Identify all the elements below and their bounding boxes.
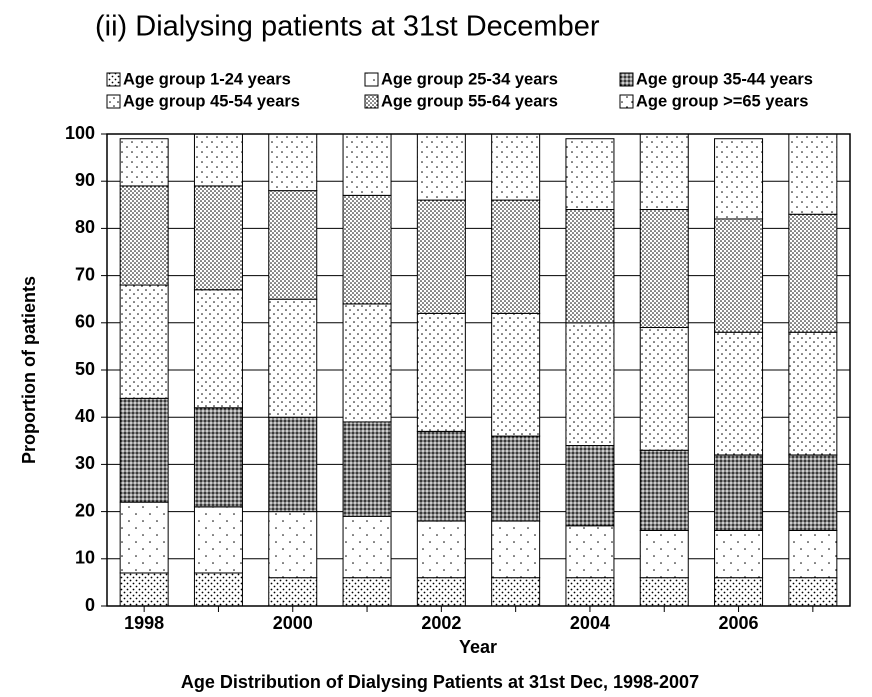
y-tick-label: 50: [75, 359, 95, 379]
x-tick-label: 2002: [421, 613, 461, 633]
bar-segment: [193, 185, 243, 291]
x-tick-label: 2006: [719, 613, 759, 633]
bar-segment: [788, 133, 838, 215]
bar-segment: [788, 454, 838, 531]
bar-segment: [193, 133, 243, 187]
plot-frame: [106, 133, 851, 607]
legend-swatch: [106, 72, 121, 87]
bar-segment: [491, 520, 541, 579]
bar-segment: [639, 133, 689, 211]
bar-segment: [193, 572, 243, 607]
bar-segment: [639, 577, 689, 607]
y-tick-label: 90: [75, 170, 95, 190]
x-tick-label: 1998: [124, 613, 164, 633]
bar-segment: [491, 199, 541, 314]
bar-segment: [788, 331, 838, 456]
bar-segment: [342, 515, 392, 579]
y-tick-label: 60: [75, 312, 95, 332]
bar-segment: [416, 430, 466, 522]
legend-swatch: [106, 94, 121, 109]
bar-segment: [714, 529, 764, 579]
bar-segment: [268, 190, 318, 300]
y-tick-label: 70: [75, 264, 95, 284]
bar-segment: [342, 421, 392, 517]
bar-segment: [416, 520, 466, 579]
bar-segment: [119, 138, 169, 187]
bar-segment: [193, 506, 243, 574]
bar-segment: [788, 577, 838, 607]
x-tick-label: 2004: [570, 613, 610, 633]
y-axis-label: Proportion of patients: [19, 276, 39, 464]
bar-segment: [565, 577, 615, 607]
bar-segment: [714, 331, 764, 456]
legend-label: Age group 25-34 years: [381, 70, 558, 88]
bar-segment: [119, 397, 169, 503]
x-axis-label: Year: [459, 637, 497, 657]
bar-segment: [119, 572, 169, 607]
legend-label: Age group >=65 years: [636, 92, 808, 110]
bar-segment: [416, 312, 466, 432]
legend-swatch: [364, 72, 379, 87]
y-tick-label: 100: [65, 123, 95, 143]
bar-segment: [416, 199, 466, 314]
y-tick-label: 30: [75, 453, 95, 473]
bar-segment: [119, 284, 169, 399]
bar-segment: [342, 303, 392, 423]
bar-segment: [788, 213, 838, 333]
bar-segment: [119, 185, 169, 286]
bar-segment: [565, 138, 615, 211]
bar-segment: [639, 209, 689, 329]
y-tick-label: 20: [75, 500, 95, 520]
bar-segment: [268, 577, 318, 607]
y-tick-label: 40: [75, 406, 95, 426]
bar-segment: [565, 525, 615, 579]
legend-label: Age group 35-44 years: [636, 70, 813, 88]
caption: Age Distribution of Dialysing Patients a…: [181, 672, 699, 692]
bar-segment: [491, 312, 541, 437]
legend-swatch: [619, 94, 634, 109]
legend-label: Age group 45-54 years: [123, 92, 300, 110]
bar-segment: [193, 289, 243, 409]
bar-segment: [268, 511, 318, 579]
legend-label: Age group 1-24 years: [123, 70, 291, 88]
bar-segment: [565, 209, 615, 324]
bar-segment: [714, 577, 764, 607]
y-tick-label: 10: [75, 548, 95, 568]
bar-segment: [268, 298, 318, 418]
legend-label: Age group 55-64 years: [381, 92, 558, 110]
bar-segment: [714, 218, 764, 333]
legend-swatch: [619, 72, 634, 87]
bar-segment: [491, 133, 541, 201]
bar-segment: [639, 529, 689, 579]
bar-segment: [119, 501, 169, 574]
bar-segment: [491, 435, 541, 522]
bar-segment: [342, 577, 392, 607]
bar-segment: [639, 449, 689, 531]
legend-swatch: [364, 94, 379, 109]
bar-segment: [639, 327, 689, 451]
bar-segment: [342, 133, 392, 196]
x-tick-label: 2000: [273, 613, 313, 633]
bar-segment: [416, 133, 466, 201]
bar-segment: [565, 445, 615, 527]
chart-title: (ii) Dialysing patients at 31st December: [95, 11, 600, 43]
bar-segment: [788, 529, 838, 579]
y-tick-label: 80: [75, 217, 95, 237]
y-tick-label: 0: [85, 595, 95, 615]
bar-segment: [342, 194, 392, 305]
bar-segment: [565, 322, 615, 447]
bar-segment: [193, 407, 243, 508]
bar-segment: [714, 138, 764, 220]
bar-segment: [714, 454, 764, 531]
bar-segment: [416, 577, 466, 607]
bar-segment: [491, 577, 541, 607]
bar-segment: [268, 416, 318, 513]
bar-segment: [268, 133, 318, 192]
